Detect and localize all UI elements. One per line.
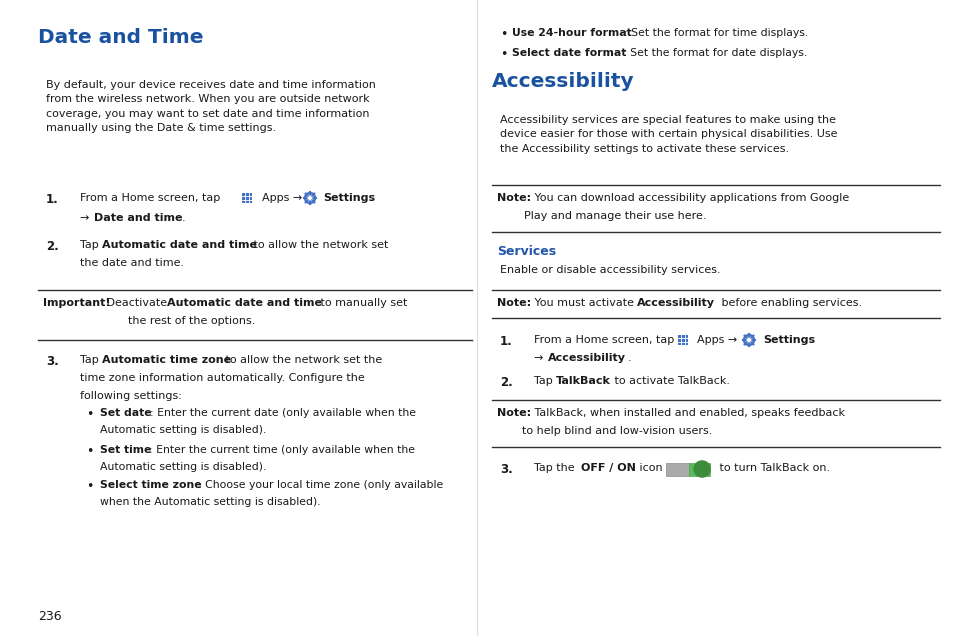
Text: Date and time: Date and time [94, 213, 182, 223]
Text: Deactivate: Deactivate [103, 298, 171, 308]
Circle shape [746, 338, 750, 342]
Text: 1.: 1. [499, 335, 512, 348]
Text: to activate TalkBack.: to activate TalkBack. [610, 376, 729, 386]
Text: Automatic date and time: Automatic date and time [167, 298, 322, 308]
Text: Play and manage their use here.: Play and manage their use here. [523, 211, 706, 221]
Text: : Enter the current date (only available when the: : Enter the current date (only available… [150, 408, 416, 418]
Text: You can download accessibility applications from Google: You can download accessibility applicati… [531, 193, 848, 203]
Text: •: • [86, 445, 93, 458]
Text: : Set the format for time displays.: : Set the format for time displays. [623, 28, 807, 38]
Text: Automatic time zone: Automatic time zone [102, 355, 231, 365]
Text: Accessibility services are special features to make using the
device easier for : Accessibility services are special featu… [499, 115, 837, 154]
Circle shape [309, 197, 311, 199]
Text: Automatic date and time: Automatic date and time [102, 240, 256, 250]
Text: Automatic setting is disabled).: Automatic setting is disabled). [100, 425, 266, 435]
Circle shape [747, 338, 750, 342]
Text: .: . [182, 213, 186, 223]
Text: 2.: 2. [46, 240, 59, 253]
Text: You must activate: You must activate [531, 298, 637, 308]
Text: : Choose your local time zone (only available: : Choose your local time zone (only avai… [198, 480, 443, 490]
Text: Accessibility: Accessibility [547, 353, 625, 363]
Text: Apps →: Apps → [697, 335, 737, 345]
Text: Accessibility: Accessibility [492, 72, 634, 91]
Text: 2.: 2. [499, 376, 512, 389]
Text: OFF / ON: OFF / ON [580, 463, 636, 473]
Text: Accessibility: Accessibility [637, 298, 714, 308]
Text: 3.: 3. [46, 355, 59, 368]
Text: : Enter the current time (only available when the: : Enter the current time (only available… [149, 445, 415, 455]
Text: to turn TalkBack on.: to turn TalkBack on. [716, 463, 829, 473]
Text: Apps →: Apps → [262, 193, 302, 203]
FancyBboxPatch shape [678, 335, 687, 345]
Text: 3.: 3. [499, 463, 512, 476]
Text: →: → [534, 353, 546, 363]
Text: the date and time.: the date and time. [80, 258, 184, 268]
Text: Tap: Tap [534, 376, 556, 386]
Text: Note:: Note: [497, 408, 531, 418]
Text: time zone information automatically. Configure the: time zone information automatically. Con… [80, 373, 364, 383]
Text: Enable or disable accessibility services.: Enable or disable accessibility services… [499, 265, 720, 275]
Text: Automatic setting is disabled).: Automatic setting is disabled). [100, 462, 266, 472]
Bar [665, 462, 688, 476]
Text: following settings:: following settings: [80, 391, 182, 401]
Bar [688, 462, 709, 476]
Text: to manually set: to manually set [316, 298, 407, 308]
Text: to allow the network set the: to allow the network set the [222, 355, 382, 365]
Text: •: • [86, 408, 93, 421]
Text: Settings: Settings [762, 335, 814, 345]
Text: Tap the: Tap the [534, 463, 578, 473]
Text: By default, your device receives date and time information
from the wireless net: By default, your device receives date an… [46, 80, 375, 133]
FancyBboxPatch shape [242, 193, 252, 203]
Text: 236: 236 [38, 610, 62, 623]
Text: •: • [499, 28, 507, 41]
Text: Date and Time: Date and Time [38, 28, 203, 47]
Text: Tap: Tap [80, 355, 102, 365]
Text: TalkBack, when installed and enabled, speaks feedback: TalkBack, when installed and enabled, sp… [531, 408, 844, 418]
Text: icon: icon [636, 463, 662, 473]
Text: Set date: Set date [100, 408, 152, 418]
Text: the rest of the options.: the rest of the options. [128, 316, 255, 326]
Text: Services: Services [497, 245, 556, 258]
Text: when the Automatic setting is disabled).: when the Automatic setting is disabled). [100, 497, 320, 507]
Text: →: → [80, 213, 92, 223]
Text: From a Home screen, tap: From a Home screen, tap [80, 193, 220, 203]
Text: before enabling services.: before enabling services. [718, 298, 862, 308]
Text: to help blind and low-vision users.: to help blind and low-vision users. [521, 426, 712, 436]
Text: •: • [86, 480, 93, 493]
Text: Important!: Important! [43, 298, 111, 308]
Text: From a Home screen, tap: From a Home screen, tap [534, 335, 674, 345]
Text: Select date format: Select date format [512, 48, 626, 58]
Text: : Set the format for date displays.: : Set the format for date displays. [622, 48, 806, 58]
Text: Use 24-hour format: Use 24-hour format [512, 28, 631, 38]
Text: Set time: Set time [100, 445, 152, 455]
Text: .: . [627, 353, 631, 363]
Text: to allow the network set: to allow the network set [250, 240, 388, 250]
Text: Tap: Tap [80, 240, 102, 250]
Text: Note:: Note: [497, 298, 531, 308]
Text: Settings: Settings [323, 193, 375, 203]
Circle shape [308, 196, 312, 200]
Text: 1.: 1. [46, 193, 59, 206]
Text: Note:: Note: [497, 193, 531, 203]
Text: Select time zone: Select time zone [100, 480, 201, 490]
Text: •: • [499, 48, 507, 61]
Circle shape [693, 461, 709, 477]
Text: TalkBack: TalkBack [556, 376, 610, 386]
